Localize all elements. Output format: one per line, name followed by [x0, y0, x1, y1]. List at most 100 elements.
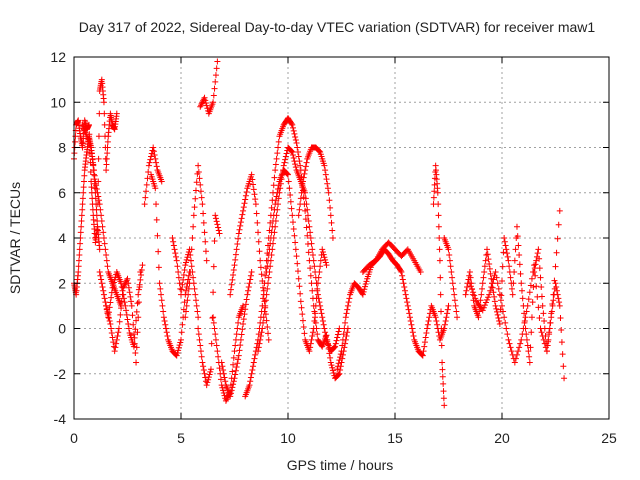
data-point: [501, 235, 508, 241]
data-point: [319, 317, 326, 324]
data-point: [231, 348, 238, 355]
data-point: [107, 299, 114, 306]
data-point: [287, 198, 294, 205]
data-point: [153, 159, 160, 166]
data-point: [156, 280, 163, 287]
data-point: [239, 326, 246, 333]
data-point: [553, 249, 560, 256]
data-point: [103, 161, 110, 168]
data-point: [503, 250, 510, 257]
data-point: [147, 156, 154, 163]
data-point: [403, 295, 410, 302]
data-point: [105, 311, 112, 318]
data-point: [511, 359, 518, 366]
data-point: [113, 340, 120, 347]
data-point: [441, 402, 448, 409]
data-point: [256, 248, 263, 255]
data-point: [531, 262, 538, 269]
data-point: [310, 257, 317, 264]
data-point: [323, 176, 330, 183]
data-point: [173, 257, 180, 264]
data-point: [175, 344, 182, 351]
data-point: [182, 308, 189, 315]
data-point: [512, 355, 519, 362]
data-point: [405, 306, 412, 313]
data-point: [110, 279, 117, 286]
data-point: [212, 212, 219, 219]
data-point: [120, 295, 127, 302]
data-point: [103, 167, 110, 174]
data-point: [548, 310, 555, 317]
data-point: [190, 223, 197, 230]
data-point: [421, 339, 428, 346]
data-point: [517, 270, 524, 277]
data-point: [433, 317, 440, 324]
data-point: [175, 274, 182, 281]
x-tick-label: 0: [70, 430, 78, 446]
data-point: [222, 378, 229, 385]
data-point: [299, 178, 306, 185]
data-point: [119, 291, 126, 298]
data-point: [299, 317, 306, 324]
data-point: [113, 336, 120, 343]
data-point: [263, 291, 270, 298]
data-point: [400, 280, 407, 287]
data-point: [213, 342, 220, 349]
data-point: [501, 314, 508, 321]
data-point: [232, 251, 239, 258]
data-point: [291, 232, 298, 239]
data-point: [256, 340, 263, 347]
data-point: [308, 336, 315, 343]
data-point: [201, 229, 208, 236]
data-point: [326, 197, 333, 204]
data-point: [135, 314, 142, 321]
data-point: [541, 317, 548, 324]
x-tick-label: 20: [494, 430, 510, 446]
data-point: [303, 224, 310, 231]
data-point: [124, 275, 131, 282]
data-point: [238, 215, 245, 222]
data-point: [175, 268, 182, 275]
data-point: [475, 314, 482, 321]
axes: 0 5 10 15 20 25 -4 -2 0 2 4 6 8 10 12: [50, 49, 617, 446]
data-point: [177, 285, 184, 292]
data-point: [445, 302, 452, 309]
data-point: [247, 374, 254, 381]
data-point: [232, 367, 239, 374]
data-point: [290, 225, 297, 232]
data-point: [201, 370, 208, 377]
data-point: [334, 363, 341, 370]
data-point: [504, 331, 511, 338]
data-point: [489, 280, 496, 287]
data-point: [517, 340, 524, 347]
data-point: [321, 325, 328, 332]
data-point: [268, 229, 275, 236]
data-point: [150, 148, 157, 155]
data-point: [301, 330, 308, 337]
data-point: [321, 254, 328, 261]
data-point: [113, 110, 120, 117]
data-point: [482, 299, 489, 306]
data-point: [292, 136, 299, 143]
data-point: [507, 274, 514, 281]
data-point: [345, 299, 352, 306]
data-point: [131, 334, 138, 341]
data-point: [192, 297, 199, 304]
data-point: [97, 272, 104, 279]
data-point: [339, 342, 346, 349]
data-point: [402, 291, 409, 298]
data-point: [109, 284, 116, 291]
data-point: [195, 162, 202, 169]
data-point: [550, 297, 557, 304]
data-point: [204, 379, 211, 386]
data-point: [97, 206, 104, 213]
data-point: [217, 376, 224, 383]
data-point: [484, 296, 491, 303]
data-point: [285, 178, 292, 185]
data-point: [192, 195, 199, 202]
data-point: [539, 333, 546, 340]
data-point: [511, 257, 518, 264]
data-point: [255, 344, 262, 351]
data-point: [267, 235, 274, 241]
data-point: [516, 344, 523, 351]
